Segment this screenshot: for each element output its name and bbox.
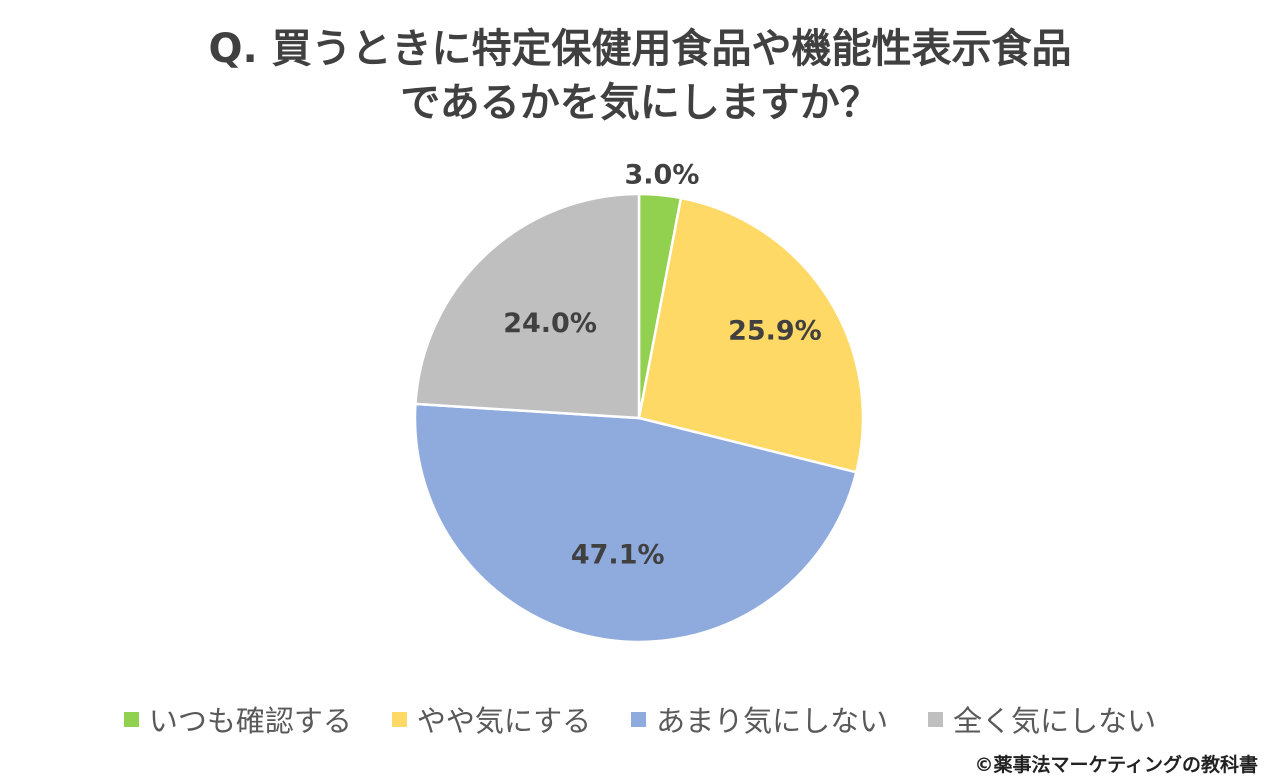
data-label-rarely: 47.1% <box>571 540 665 571</box>
chart-title-line-1: Q. 買うときに特定保健用食品や機能性表示食品 <box>208 26 1072 72</box>
copyright-credit: ©薬事法マーケティングの教科書 <box>974 754 1258 776</box>
pie-slice-rarely <box>413 402 858 644</box>
legend-swatch-rarely <box>631 711 647 727</box>
legend-label-never: 全く気にしない <box>953 704 1157 738</box>
legend-item-never: 全く気にしない <box>928 698 1156 740</box>
pie-slice-never <box>414 192 641 420</box>
legend: いつも確認する やや気にする あまり気にしない 全く気にしない <box>0 698 1280 740</box>
data-label-somewhat: 25.9% <box>728 316 822 347</box>
legend-label-somewhat: やや気にする <box>416 704 592 738</box>
legend-label-always: いつも確認する <box>148 704 352 738</box>
data-label-never: 24.0% <box>503 308 597 339</box>
pie-slice-somewhat <box>637 196 865 474</box>
legend-item-somewhat: やや気にする <box>391 698 592 740</box>
legend-swatch-never <box>928 711 944 727</box>
legend-item-rarely: あまり気にしない <box>631 698 888 740</box>
data-label-always: 3.0% <box>625 160 700 191</box>
legend-item-always: いつも確認する <box>123 698 352 740</box>
legend-swatch-always <box>123 711 139 727</box>
chart-title-line-2: であるかを気にしますか？ <box>400 80 880 126</box>
chart-title: Q. 買うときに特定保健用食品や機能性表示食品 であるかを気にしますか？ <box>0 22 1280 130</box>
legend-label-rarely: あまり気にしない <box>656 704 889 738</box>
legend-swatch-somewhat <box>391 711 407 727</box>
